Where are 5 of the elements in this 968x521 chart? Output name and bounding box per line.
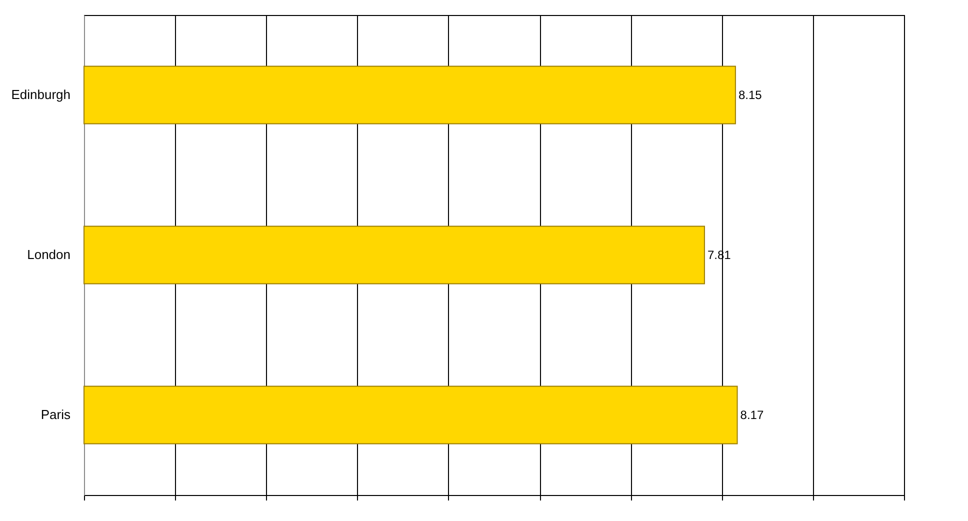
y-tick-label: London <box>27 247 70 262</box>
y-tick-label: Edinburgh <box>11 87 70 102</box>
y-tick-label: Paris <box>40 407 71 422</box>
data-label: 8.17 <box>740 408 764 422</box>
data-label: 8.15 <box>738 88 762 102</box>
